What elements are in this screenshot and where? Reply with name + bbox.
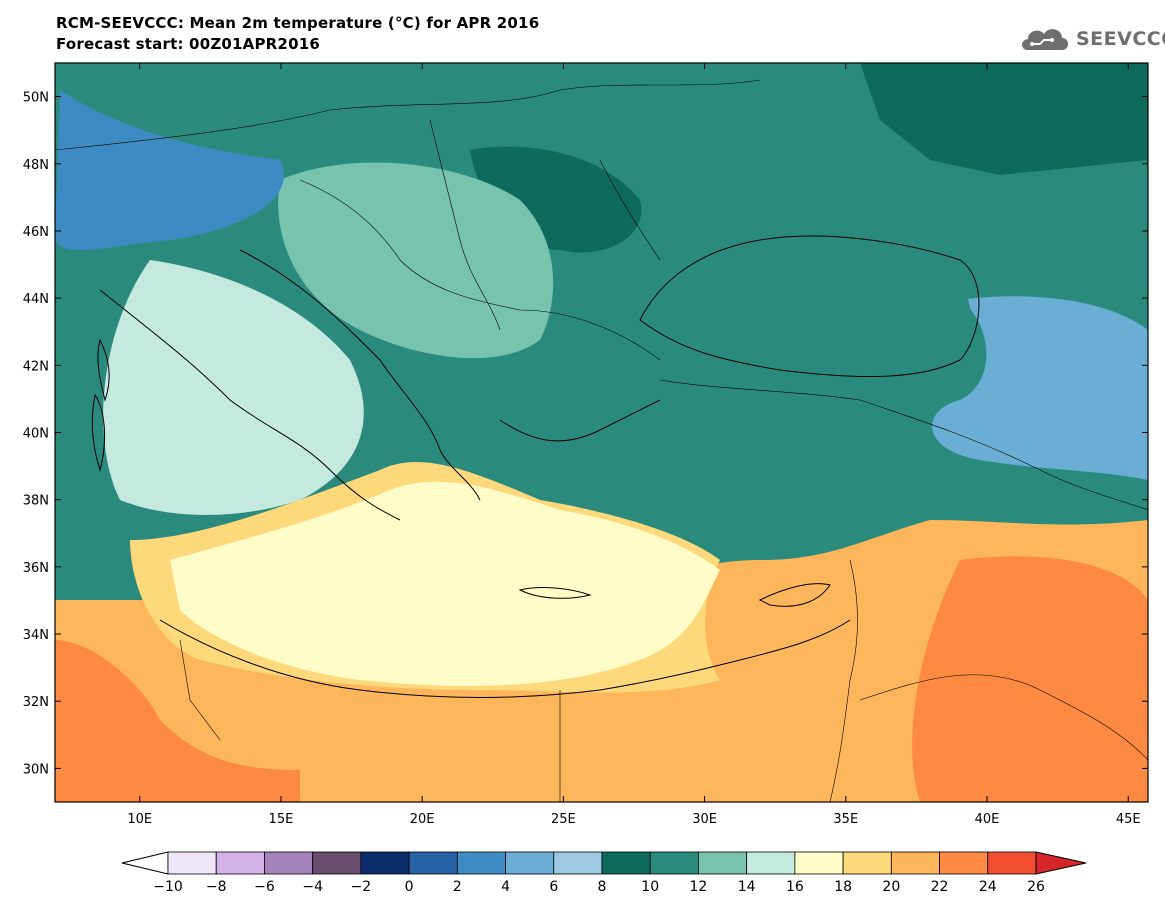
region-mediterranean-sea	[170, 481, 720, 686]
colorbar-swatch	[553, 851, 603, 875]
region-caucasus-cold	[932, 296, 1148, 480]
colorbar-swatch	[987, 851, 1037, 875]
colorbar-label: 18	[834, 879, 852, 895]
lat-tick-label: 44N	[23, 292, 49, 307]
colorbar-label: 0	[405, 879, 414, 895]
colorbar-label: −8	[206, 879, 227, 895]
lat-tick-label: 36N	[23, 561, 49, 576]
country-borders	[55, 79, 1148, 802]
colorbar-swatch	[360, 851, 410, 875]
region-pannonian-mild	[278, 162, 554, 359]
lon-tick-label: 35E	[833, 812, 858, 827]
lon-tick-label: 40E	[975, 812, 1000, 827]
lat-tick-label: 40N	[23, 427, 49, 442]
lat-tick-label: 46N	[23, 225, 49, 240]
region-hot-southeast	[912, 556, 1148, 802]
colorbar-label: 8	[598, 879, 607, 895]
colorbar-label: −4	[302, 879, 323, 895]
region-hot-southeast-west	[55, 640, 300, 802]
colorbar-under-arrow	[121, 851, 169, 875]
lon-tick-label: 15E	[269, 812, 294, 827]
axis-ticks: 10E 15E 20E 25E 30E 35E 40E 45E 30N 32N 34N 36N 38N 4…	[23, 63, 1148, 827]
map-subtitle: Forecast start: 00Z01APR2016	[56, 35, 320, 53]
colorbar-swatch	[601, 851, 651, 875]
colorbar-label: −6	[254, 879, 275, 895]
colorbar-swatch	[312, 851, 362, 875]
colorbar-over-arrow	[1035, 851, 1087, 875]
colorbar-label: −2	[351, 879, 372, 895]
cloud-icon	[1022, 29, 1068, 50]
colorbar-label: 22	[931, 879, 949, 895]
colorbar-label: 14	[738, 879, 756, 895]
lat-tick-label: 32N	[23, 695, 49, 710]
region-black-sea	[658, 212, 973, 376]
colorbar-label: 4	[501, 879, 510, 895]
colorbar-swatch	[505, 851, 555, 875]
lat-tick-label: 34N	[23, 628, 49, 643]
colorbar-swatch	[215, 851, 265, 875]
colorbar-swatch	[167, 851, 217, 875]
map-title: RCM-SEEVCCC: Mean 2m temperature (°C) fo…	[56, 14, 540, 32]
lat-tick-label: 30N	[23, 762, 49, 777]
lon-tick-label: 30E	[692, 812, 717, 827]
lat-tick-label: 48N	[23, 158, 49, 173]
lat-tick-label: 38N	[23, 494, 49, 509]
lat-tick-label: 50N	[23, 91, 49, 106]
region-alps-cold	[55, 90, 284, 251]
lon-tick-label: 10E	[127, 812, 152, 827]
colorbar-label: 6	[549, 879, 558, 895]
colorbar-label: 24	[979, 879, 997, 895]
coastlines	[91, 235, 980, 698]
colorbar-swatch	[408, 851, 458, 875]
colorbar-swatch	[794, 851, 844, 875]
colorbar-label: 12	[690, 879, 708, 895]
colorbar: −10 −8 −6 −4 −2 0 2 4 6 8 10 12 14 16 18 20 22 24 26	[121, 851, 1087, 895]
colorbar-swatch	[939, 851, 989, 875]
colorbar-swatch	[746, 851, 796, 875]
lon-tick-label: 45E	[1116, 812, 1141, 827]
colorbar-swatch	[842, 851, 892, 875]
colorbar-swatch	[649, 851, 699, 875]
lon-tick-label: 20E	[410, 812, 435, 827]
temperature-field	[55, 63, 1148, 802]
colorbar-label: 2	[453, 879, 462, 895]
colorbar-label: 16	[786, 879, 804, 895]
lat-tick-label: 42N	[23, 359, 49, 374]
lon-tick-label: 25E	[551, 812, 576, 827]
region-ukraine-cool	[860, 63, 1148, 175]
colorbar-swatch	[698, 851, 748, 875]
colorbar-label: 26	[1027, 879, 1045, 895]
colorbar-label: 20	[882, 879, 900, 895]
seevccc-logo: SEEVCCC	[1018, 22, 1165, 56]
colorbar-swatch	[890, 851, 940, 875]
colorbar-swatch	[264, 851, 314, 875]
region-italy-mild	[103, 260, 364, 515]
logo-text: SEEVCCC	[1076, 28, 1165, 50]
colorbar-swatch	[456, 851, 506, 875]
colorbar-label: 10	[641, 879, 659, 895]
colorbar-label: −10	[153, 879, 183, 895]
